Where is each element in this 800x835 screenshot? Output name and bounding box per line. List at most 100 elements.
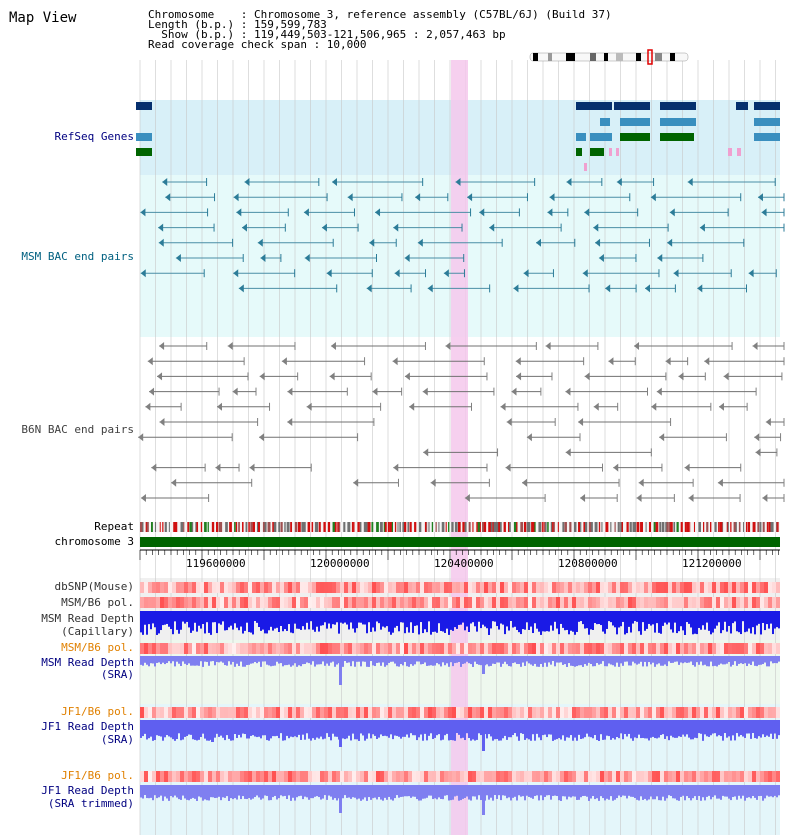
repeat-element <box>578 522 581 532</box>
depth-bar <box>188 611 190 628</box>
heat-cell <box>300 707 304 718</box>
depth-bar <box>524 785 526 801</box>
heat-cell <box>660 771 664 782</box>
heat-cell <box>748 582 752 593</box>
depth-bar <box>642 656 644 667</box>
depth-bar <box>362 720 364 736</box>
heat-cell <box>436 707 440 718</box>
heat-cell <box>584 771 588 782</box>
depth-bar <box>662 611 664 626</box>
heat-cell <box>724 597 728 608</box>
depth-bar <box>570 611 572 631</box>
heat-cell <box>656 597 660 608</box>
heat-cell <box>184 707 188 718</box>
track-label-jf1-b6-pol-1[interactable]: JF1/B6 pol. <box>61 705 134 718</box>
gene-feature <box>136 133 152 141</box>
depth-bar <box>376 611 378 622</box>
heat-cell <box>500 707 504 718</box>
track-label-msm-depth-sra[interactable]: MSM Read Depth <box>41 656 134 669</box>
bac-end-left <box>417 238 423 247</box>
heat-cell <box>488 582 492 593</box>
depth-bar <box>580 656 582 666</box>
repeat-element <box>680 522 683 532</box>
repeat-element <box>297 522 301 532</box>
depth-bar <box>450 611 452 630</box>
depth-bar <box>724 720 726 734</box>
depth-bar <box>628 785 630 796</box>
depth-bar <box>730 720 732 741</box>
depth-bar <box>350 785 352 799</box>
heat-cell <box>464 771 468 782</box>
track-label-msm-b6-pol-1[interactable]: MSM/B6 pol. <box>61 596 134 609</box>
track-label-dbsnp[interactable]: dbSNP(Mouse) <box>54 580 134 593</box>
track-label-chromosome[interactable]: chromosome 3 <box>54 535 134 548</box>
depth-bar <box>284 656 286 666</box>
gene-feature <box>754 133 780 141</box>
depth-bar <box>372 720 374 735</box>
bac-end-left <box>511 387 517 396</box>
depth-bar <box>486 785 488 796</box>
depth-bar <box>344 720 346 740</box>
depth-bar <box>540 656 542 664</box>
depth-bar <box>652 720 654 737</box>
heat-cell <box>256 597 260 608</box>
gene-arrow <box>136 133 141 141</box>
track-label-jf1-depth-sra[interactable]: JF1 Read Depth <box>41 720 134 733</box>
heat-cell <box>368 771 372 782</box>
heat-cell <box>212 771 216 782</box>
depth-bar <box>202 611 204 625</box>
heat-cell <box>256 582 260 593</box>
depth-bar <box>396 611 398 626</box>
track-label-refseq[interactable]: RefSeq Genes <box>54 130 134 143</box>
depth-bar <box>380 785 382 800</box>
track-label-msm-b6-pol-2[interactable]: MSM/B6 pol. <box>61 641 134 654</box>
depth-bar <box>514 656 516 663</box>
heat-cell <box>384 582 388 593</box>
repeat-element <box>482 522 484 532</box>
depth-bar <box>426 611 428 633</box>
depth-bar <box>250 656 252 664</box>
depth-bar <box>612 611 614 626</box>
repeat-element <box>632 522 635 532</box>
depth-bar <box>760 656 762 665</box>
depth-bar <box>342 656 344 667</box>
track-label-b6n-bac[interactable]: B6N BAC end pairs <box>21 423 134 436</box>
repeat-element <box>225 522 228 532</box>
depth-bar <box>360 785 362 801</box>
bac-end-left <box>140 494 146 502</box>
depth-bar <box>330 611 332 629</box>
repeat-element <box>775 522 779 532</box>
track-label-repeat[interactable]: Repeat <box>94 520 134 533</box>
depth-bar <box>194 611 196 623</box>
depth-bar <box>754 720 756 739</box>
depth-bar <box>752 720 754 734</box>
depth-bar <box>452 656 454 667</box>
depth-bar <box>544 785 546 797</box>
repeat-element <box>468 522 471 532</box>
depth-bar <box>742 656 744 665</box>
depth-bar <box>768 720 770 737</box>
depth-bar <box>220 720 222 736</box>
depth-bar <box>464 656 466 664</box>
heat-cell <box>332 707 336 718</box>
depth-bar <box>734 785 736 797</box>
heat-cell <box>608 597 612 608</box>
heat-cell <box>416 771 420 782</box>
bac-end-left <box>455 178 461 186</box>
depth-bar <box>368 785 370 798</box>
depth-bar <box>320 656 322 665</box>
depth-bar <box>722 611 724 631</box>
repeat-element <box>424 522 427 532</box>
track-label-jf1-b6-pol-2[interactable]: JF1/B6 pol. <box>61 769 134 782</box>
assembly-info: Chromosome : Chromosome 3, reference ass… <box>148 9 612 50</box>
track-label-msm-depth-capillary[interactable]: MSM Read Depth <box>41 612 134 625</box>
heat-cell <box>732 597 736 608</box>
depth-bar <box>602 611 604 632</box>
heat-cell <box>756 582 760 593</box>
track-label-jf1-depth-trimmed[interactable]: JF1 Read Depth <box>41 784 134 797</box>
ideogram-band <box>533 53 538 61</box>
depth-bar <box>646 611 648 629</box>
heat-cell <box>164 597 168 608</box>
track-label-msm-bac[interactable]: MSM BAC end pairs <box>21 250 134 263</box>
